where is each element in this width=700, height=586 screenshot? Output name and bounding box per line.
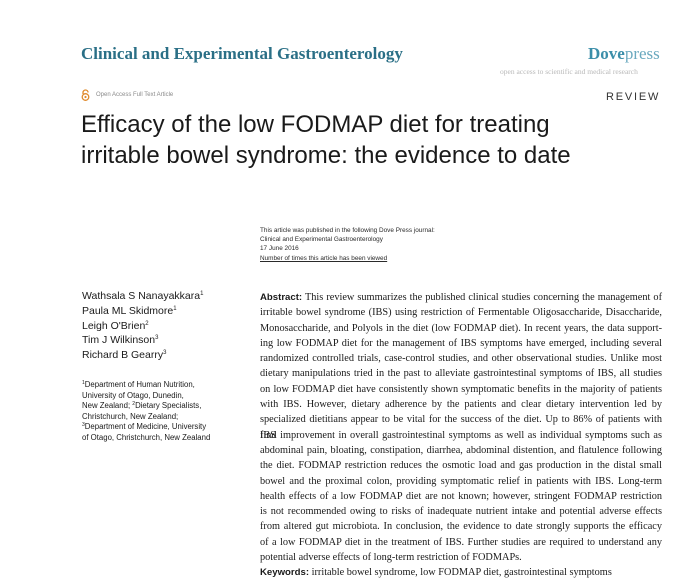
abstract-line: from altered gut microbiota. In conclusi… (260, 519, 662, 534)
open-access-icon (81, 89, 90, 101)
affiliation-mark: 1 (82, 380, 85, 386)
abstract-text: find improvement in overall gastrointest… (260, 429, 662, 441)
affiliation-line: 1Department of Human Nutrition, (82, 380, 210, 391)
affiliation-mark: 3 (82, 422, 85, 428)
abstract-line: health effects of a low FODMAP diet are … (260, 489, 662, 504)
abstract-line: specialized dietitians appear to be vita… (260, 412, 662, 440)
abstract-text: dietary manipulations tried in the past … (260, 368, 662, 380)
affiliation-line: New Zealand; 2Dietary Specialists, (82, 401, 210, 412)
publisher-name-dove: Dove (588, 44, 625, 63)
abstract-text: Monosaccharide, and Polyols in the diet … (260, 322, 662, 334)
abstract-line: abdominal pain, bloating, constipation, … (260, 443, 662, 458)
author-affiliation-mark: 1 (200, 291, 204, 297)
abstract-text: is not recommended owing to risks of ina… (260, 506, 662, 518)
abstract-line: potential adverse effects of long-term r… (260, 550, 662, 565)
abstract-line: is not recommended owing to risks of ina… (260, 504, 662, 519)
author: Tim J Wilkinson3 (82, 333, 203, 348)
author: Richard B Gearry3 (82, 348, 203, 363)
publisher-logo: Dovepress (588, 44, 660, 64)
affiliation-text: Dietary Specialists, (135, 401, 202, 410)
abstract-line: dietary manipulations tried in the past … (260, 366, 662, 381)
abstract-line: irritable bowel syndrome (IBS) using res… (260, 305, 662, 320)
affiliation-line: of Otago, Christchurch, New Zealand (82, 432, 211, 442)
keywords: Keywords: irritable bowel syndrome, low … (260, 567, 612, 578)
abstract-label: Abstract: (260, 292, 303, 303)
abstract-text: ing low FODMAP diet for the management o… (260, 337, 662, 349)
pubinfo-journal: Clinical and Experimental Gastroenterolo… (260, 236, 383, 244)
abstract-line: bowel and the proximal colon, providing … (260, 474, 662, 489)
author-name: Richard B Gearry (82, 349, 164, 362)
abstract-line: Monosaccharide, and Polyols in the diet … (260, 321, 662, 336)
abstract-text: from altered gut microbiota. In conclusi… (260, 521, 662, 533)
keywords-text: irritable bowel syndrome, low FODMAP die… (309, 567, 612, 578)
abstract-line: on low FODMAP diet have consistently sho… (260, 382, 662, 397)
affiliation-mark: 2 (132, 401, 136, 407)
author: Paula ML Skidmore1 (82, 304, 203, 319)
author-affiliation-mark: 1 (173, 305, 177, 312)
publication-info: This article was published in the follow… (260, 226, 435, 263)
abstract-text: specialized dietitians appear to be vita… (260, 414, 662, 441)
abstract-text: This review summarizes the published cli… (302, 292, 662, 303)
abstract-line: find improvement in overall gastrointest… (260, 428, 662, 443)
affiliation-text: Department of Medicine, University (84, 422, 207, 431)
abstract-text: health effects of a low FODMAP diet are … (260, 490, 662, 502)
abstract-line: Abstract: This review summarizes the pub… (260, 290, 662, 305)
article-title: Efficacy of the low FODMAP diet for trea… (81, 109, 681, 171)
author-affiliation-mark: 3 (163, 350, 167, 357)
abstract-line: of a low FODMAP diet in the treatment of… (260, 535, 662, 550)
abstract-line: the diet. FODMAP restriction reduces the… (260, 458, 662, 473)
author-name: Wathsala S Nanayakkara (82, 290, 201, 302)
author-name: Leigh O'Brien (82, 319, 146, 332)
author-list: Wathsala S Nanayakkara1 Paula ML Skidmor… (82, 289, 203, 363)
affiliation-line: 3Department of Medicine, University (82, 422, 210, 433)
affiliation-text: New Zealand; (82, 401, 133, 410)
pubinfo-date: 17 June 2016 (260, 245, 299, 253)
article-type-label: REVIEW (606, 91, 661, 103)
abstract-text: with IBS. However, dietary adherence by … (260, 399, 662, 411)
abstract-line: with IBS. However, dietary adherence by … (260, 397, 662, 412)
author-affiliation-mark: 2 (145, 320, 149, 327)
abstract-text: bowel and the proximal colon, providing … (260, 475, 662, 487)
abstract-text: on low FODMAP diet have consistently sho… (260, 383, 662, 395)
title-line: Efficacy of the low FODMAP diet for trea… (81, 111, 550, 138)
journal-name: Clinical and Experimental Gastroenterolo… (81, 44, 403, 63)
author-name: Paula ML Skidmore (82, 304, 174, 317)
abstract-text: abdominal pain, bloating, constipation, … (260, 444, 662, 456)
abstract-text: of a low FODMAP diet in the treatment of… (260, 536, 662, 548)
title-line: irritable bowel syndrome: the evidence t… (81, 142, 571, 169)
pubinfo-line: This article was published in the follow… (260, 227, 435, 234)
abstract-text: randomized controlled trials, case-contr… (260, 353, 662, 365)
abstract-text: the diet. FODMAP restriction reduces the… (260, 460, 662, 472)
affiliation-line: University of Otago, Dunedin, (82, 390, 184, 400)
open-access-label: Open Access Full Text Article (96, 92, 174, 98)
abstract-text: irritable bowel syndrome (IBS) using res… (260, 307, 662, 319)
abstract: Abstract: This review summarizes the pub… (260, 290, 662, 565)
views-link[interactable]: Number of times this article has been vi… (260, 254, 388, 262)
affiliations: 1Department of Human Nutrition, Universi… (82, 380, 210, 443)
publisher-name-press: press (624, 44, 660, 63)
keywords-label: Keywords: (260, 567, 310, 578)
author-name: Tim J Wilkinson (82, 334, 156, 347)
affiliation-line: Christchurch, New Zealand; (82, 411, 179, 421)
author: Leigh O'Brien2 (82, 319, 203, 334)
author: Wathsala S Nanayakkara1 (82, 289, 203, 304)
abstract-line: randomized controlled trials, case-contr… (260, 351, 662, 366)
affiliation-text: Department of Human Nutrition, (84, 380, 195, 389)
publisher-tagline: open access to scientific and medical re… (500, 67, 638, 76)
author-affiliation-mark: 3 (155, 335, 159, 342)
abstract-text: potential adverse effects of long-term r… (260, 552, 522, 564)
abstract-line: ing low FODMAP diet for the management o… (260, 336, 662, 351)
